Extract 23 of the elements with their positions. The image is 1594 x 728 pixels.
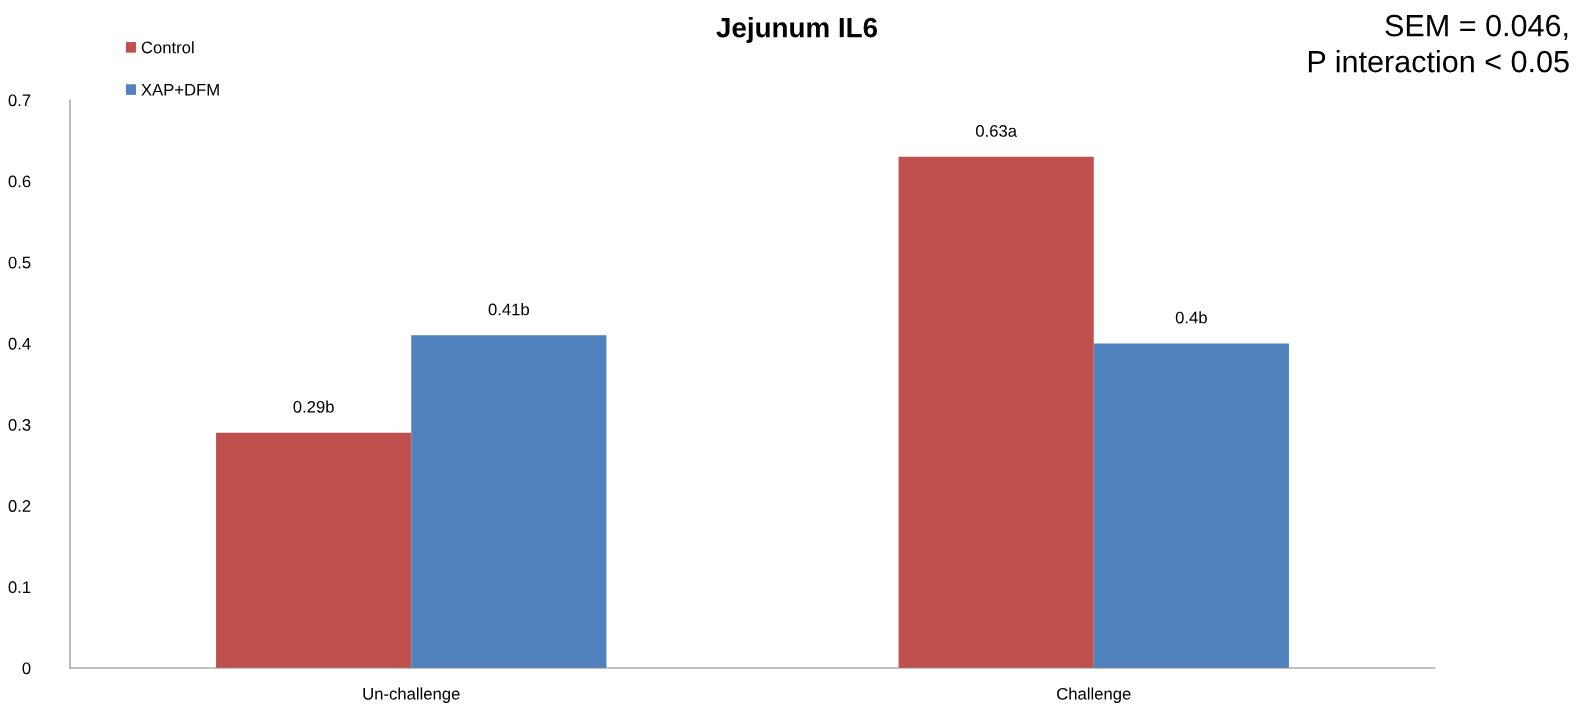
- data-label: 0.41b: [488, 303, 529, 316]
- legend-label: Control: [141, 41, 194, 54]
- text: SEM = 0.046,: [1385, 14, 1568, 41]
- y-tick-label: 0.4: [8, 337, 31, 350]
- bar: [411, 335, 607, 668]
- x-tick-label: Un-challenge: [363, 687, 460, 703]
- data-label: 0.4b: [1175, 311, 1207, 324]
- bar: [1093, 343, 1289, 668]
- chart-title: Jejunum IL6: [716, 17, 878, 43]
- data-label: 0.29b: [293, 400, 334, 413]
- y-tick-label: 0.1: [8, 581, 31, 594]
- y-tick-label: 0.2: [8, 500, 31, 512]
- bar: [216, 432, 412, 668]
- y-tick-label: 0.7: [8, 94, 31, 107]
- y-tick-label: 0.5: [8, 256, 31, 269]
- legend-label: XAP+DFM: [141, 83, 219, 96]
- data-label: 0.63a: [975, 125, 1018, 137]
- y-tick-label: 0.6: [8, 175, 31, 188]
- text: P interaction < 0.05: [1308, 50, 1569, 73]
- x-tick-label: Challenge: [1057, 687, 1131, 703]
- y-tick-label: 0.3: [8, 418, 31, 431]
- y-tick-label: 0: [22, 662, 31, 675]
- bar: [898, 156, 1094, 668]
